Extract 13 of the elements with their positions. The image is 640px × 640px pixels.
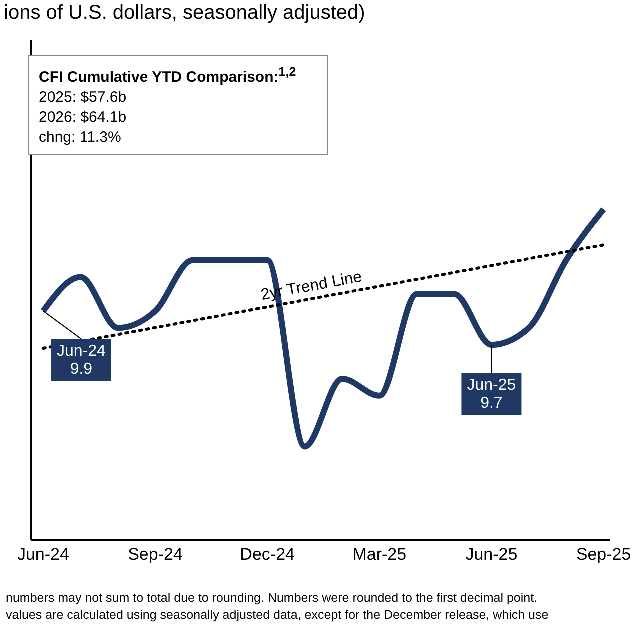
x-tick-label: Mar-25	[352, 545, 407, 564]
data-label: Jun-25 9.7	[467, 377, 516, 412]
text: 2yr Trend Line	[260, 268, 364, 304]
text: values are calculated using seasonally adjusted data, except for the December release, which use	[6, 607, 550, 624]
x-tick-label: Dec-24	[240, 545, 295, 564]
text: CFI Cumulative YTD Comparison:$^{1,2}$ 2025: $57.6b 2026: $64.1b chng: 11.3%	[39, 65, 296, 146]
x-tick-label: Jun-25	[466, 545, 518, 564]
chart-title: ions of U.S. dollars, seasonally adjusted)	[4, 2, 366, 25]
data-label: Jun-24 9.9	[56, 343, 106, 378]
x-tick-label: Sep-24	[128, 545, 183, 564]
x-tick-label: Sep-25	[576, 545, 632, 564]
text: numbers may not sum to total due to rounding. Numbers were rounded to the first decimal point.	[6, 590, 539, 607]
x-tick-label: Jun-24	[17, 545, 70, 564]
